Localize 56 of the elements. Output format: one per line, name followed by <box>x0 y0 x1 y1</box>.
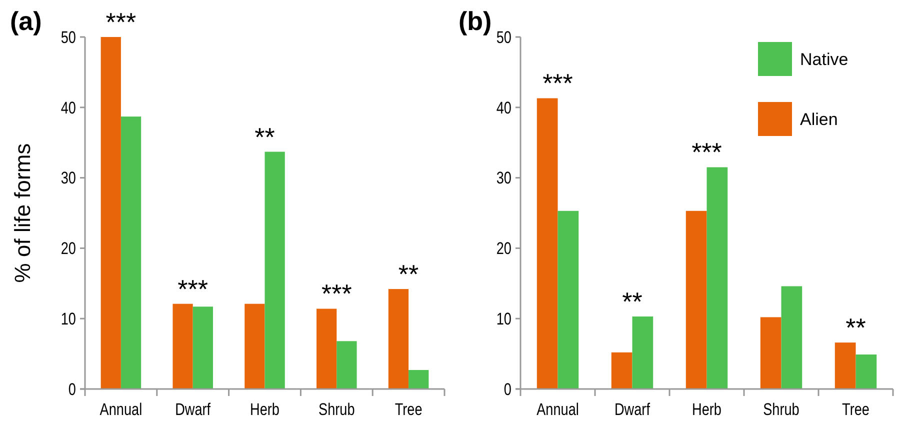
legend-label: Native <box>800 50 848 69</box>
y-axis-title: % of life forms <box>10 143 35 283</box>
bar <box>611 352 632 389</box>
x-tick-label: Herb <box>692 400 722 420</box>
y-tick-label: 20 <box>496 240 512 259</box>
bar <box>120 116 142 389</box>
bar <box>192 306 213 389</box>
bar <box>536 98 558 389</box>
x-tick-label: Annual <box>100 400 142 420</box>
x-tick-label: Tree <box>842 400 870 420</box>
y-tick-label: 10 <box>60 310 76 329</box>
bar <box>100 37 121 389</box>
bar <box>834 342 856 389</box>
y-tick-label: 50 <box>496 28 512 48</box>
annotation: *** <box>178 274 208 304</box>
bar <box>172 304 193 389</box>
annotation: ** <box>846 312 866 343</box>
y-tick-label: 20 <box>60 240 76 259</box>
bar <box>388 289 409 389</box>
x-tick-label: Dwarf <box>175 400 212 420</box>
chart-title: (b) <box>458 6 492 36</box>
y-tick-label: 30 <box>496 169 512 188</box>
y-tick-label: 30 <box>60 169 76 188</box>
annotation: ** <box>398 259 419 290</box>
bar <box>632 316 654 389</box>
bar <box>244 304 265 389</box>
x-tick-label: Shrub <box>318 400 355 420</box>
x-tick-label: Tree <box>394 400 422 420</box>
x-tick-label: Herb <box>250 400 280 420</box>
bar <box>856 354 877 389</box>
y-tick-label: 10 <box>496 310 512 329</box>
y-tick-label: 40 <box>60 98 76 118</box>
bar <box>760 317 782 389</box>
annotation: ** <box>254 122 275 152</box>
bar <box>336 341 357 389</box>
annotation: *** <box>321 278 352 309</box>
legend-label: Alien <box>800 110 838 129</box>
annotation: *** <box>692 137 722 168</box>
x-tick-label: Shrub <box>763 400 800 420</box>
bar <box>558 210 579 389</box>
chart-title: (a) <box>10 6 42 36</box>
bar <box>706 167 728 389</box>
y-tick-label: 40 <box>496 98 512 118</box>
bar <box>264 152 285 389</box>
bar <box>781 286 802 389</box>
bar <box>316 308 337 389</box>
y-tick-label: 50 <box>60 28 76 48</box>
bar <box>686 210 707 389</box>
annotation: ** <box>622 286 642 316</box>
annotation: *** <box>106 7 136 37</box>
annotation: *** <box>542 68 573 98</box>
x-tick-label: Annual <box>536 400 579 420</box>
bar <box>408 370 429 389</box>
y-tick-label: 0 <box>68 380 76 400</box>
y-tick-label: 0 <box>504 380 512 400</box>
x-tick-label: Dwarf <box>614 400 651 420</box>
